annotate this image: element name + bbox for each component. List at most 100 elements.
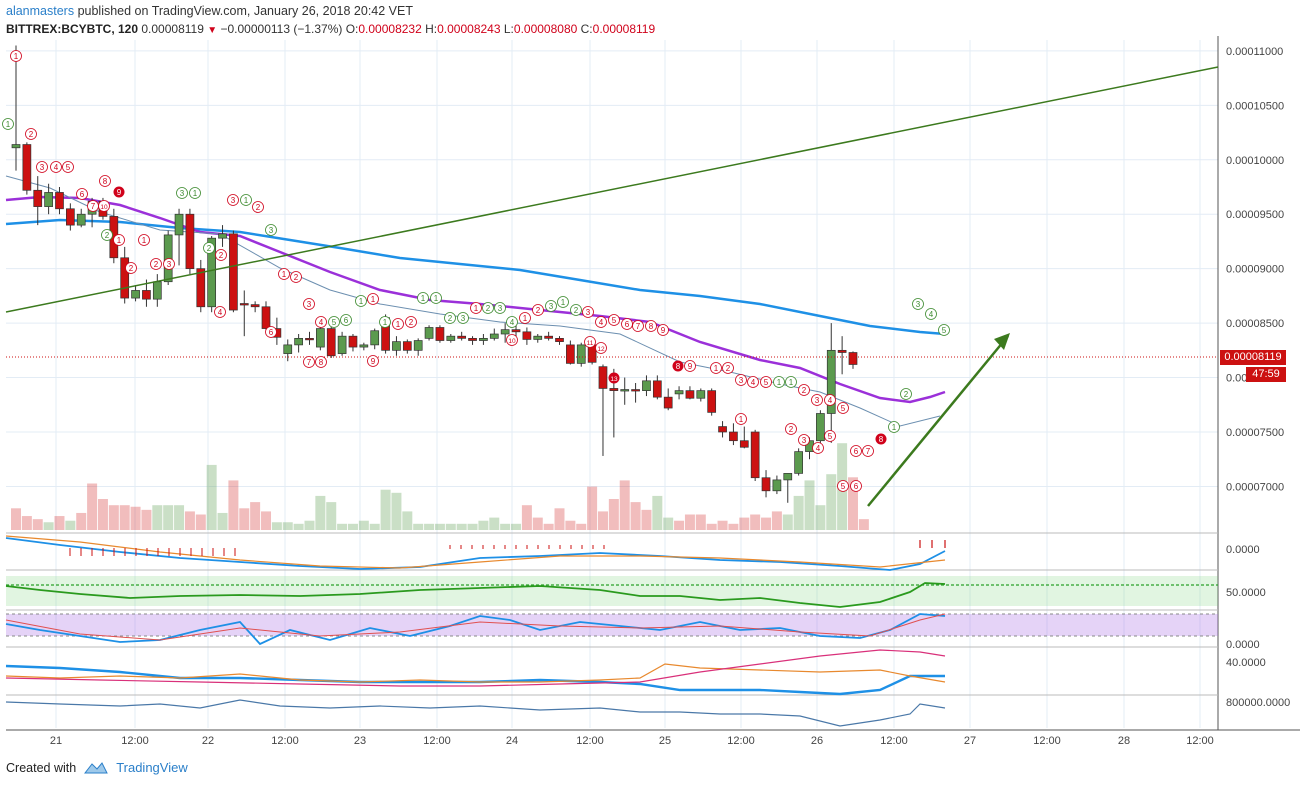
volume-bar (804, 480, 815, 530)
count-marker-label: 5 (841, 404, 846, 413)
count-marker (405, 316, 417, 328)
count-marker-label: 2 (294, 273, 299, 282)
tradingview-brand[interactable]: TradingView (116, 760, 188, 775)
count-marker-label: 1 (117, 236, 122, 245)
count-marker (138, 234, 150, 246)
x-tick-label: 25 (659, 735, 671, 747)
count-marker-label: 6 (854, 482, 859, 491)
candle-body (294, 338, 303, 346)
count-marker (785, 423, 797, 435)
volume-bar (174, 505, 185, 530)
volume-bar (619, 480, 630, 530)
count-marker-label: 3 (180, 189, 185, 198)
count-marker-label: 5 (764, 378, 769, 387)
candle-body (457, 335, 467, 339)
candle-body (392, 341, 401, 351)
count-marker-label: 3 (802, 436, 807, 445)
count-marker-label: 1 (714, 364, 719, 373)
volume-bar (782, 514, 793, 530)
count-marker-label: 1 (777, 378, 782, 387)
count-marker (240, 194, 252, 206)
candle-body (522, 331, 532, 340)
volume-bar (87, 483, 98, 530)
count-marker-label: 4 (54, 163, 59, 172)
count-marker-label: 9 (688, 362, 693, 371)
x-tick-label: 24 (506, 735, 518, 747)
candle-body (229, 233, 238, 311)
author-link[interactable]: alanmasters (6, 4, 75, 18)
count-marker-label: 2 (207, 244, 212, 253)
count-marker (735, 374, 747, 386)
x-tick-label: 12:00 (1033, 735, 1061, 747)
candle-body (44, 192, 53, 207)
count-marker-label: 1 (383, 318, 388, 327)
close-label: C: (580, 22, 593, 36)
candle-body (218, 233, 227, 239)
y-tick-label: 0.00010000 (1226, 155, 1284, 167)
count-marker (2, 118, 14, 130)
count-marker-label: 2 (904, 390, 909, 399)
symbol-line: BITTREX:BCYBTC, 120 0.00008119 ▼ −0.0000… (6, 22, 655, 36)
volume-bar (217, 512, 228, 530)
stoch-k-line (5, 613, 946, 646)
volume-bar (456, 523, 467, 530)
count-marker-label: 8 (649, 322, 654, 331)
volume-bar (674, 520, 685, 530)
count-marker-label: 1 (474, 304, 479, 313)
count-marker (189, 187, 201, 199)
volume-bar (717, 520, 728, 530)
count-marker (938, 324, 950, 336)
count-marker (812, 442, 824, 454)
bar-timer-tag: 47:59 (1246, 367, 1286, 382)
volume-bar (434, 523, 445, 530)
count-marker (888, 421, 900, 433)
count-marker-label: 4 (599, 318, 604, 327)
y-tick-label: 0.00008500 (1226, 318, 1284, 330)
volume-bar (163, 505, 174, 530)
low-label: L: (503, 22, 514, 36)
count-marker-label: 4 (828, 396, 833, 405)
volume-bar (597, 511, 608, 530)
candle-body (685, 390, 695, 399)
count-marker-label: 2 (219, 251, 224, 260)
count-marker-label: 3 (40, 163, 45, 172)
count-marker (62, 161, 74, 173)
tradingview-logo-icon (84, 761, 108, 773)
obv-line (5, 699, 946, 727)
count-marker-label: 2 (105, 231, 110, 240)
volume-bar (43, 522, 54, 530)
volume-bar (587, 486, 598, 530)
pane-tick-label: 40.0000 (1226, 657, 1266, 669)
volume-bar (261, 511, 272, 530)
count-marker (595, 342, 607, 354)
open-label: O: (345, 22, 359, 36)
count-marker-label: 1 (892, 423, 897, 432)
volume-bar (347, 523, 358, 530)
count-marker (367, 293, 379, 305)
trend-line (5, 66, 1219, 313)
volume-bar (652, 495, 663, 530)
volume-bar (467, 523, 478, 530)
candle-body (33, 189, 43, 207)
candle-body (576, 344, 586, 364)
volume-bar (239, 508, 250, 530)
candle-body (555, 338, 564, 342)
volume-bar (250, 502, 261, 530)
created-with-text: Created with (6, 760, 77, 775)
count-marker-label: 3 (167, 260, 172, 269)
count-marker (355, 295, 367, 307)
count-marker (557, 296, 569, 308)
count-marker-label: 2 (29, 130, 34, 139)
candle-body (305, 338, 314, 341)
volume-bar (826, 474, 837, 530)
count-marker (470, 302, 482, 314)
candle-body (142, 290, 151, 300)
count-marker-label: 2 (574, 306, 579, 315)
count-marker (785, 376, 797, 388)
count-marker (735, 413, 747, 425)
price-change: −0.00000113 (−1.37%) (220, 22, 343, 36)
volume-bar (445, 523, 456, 530)
volume-bar (576, 523, 587, 530)
count-marker (837, 402, 849, 414)
